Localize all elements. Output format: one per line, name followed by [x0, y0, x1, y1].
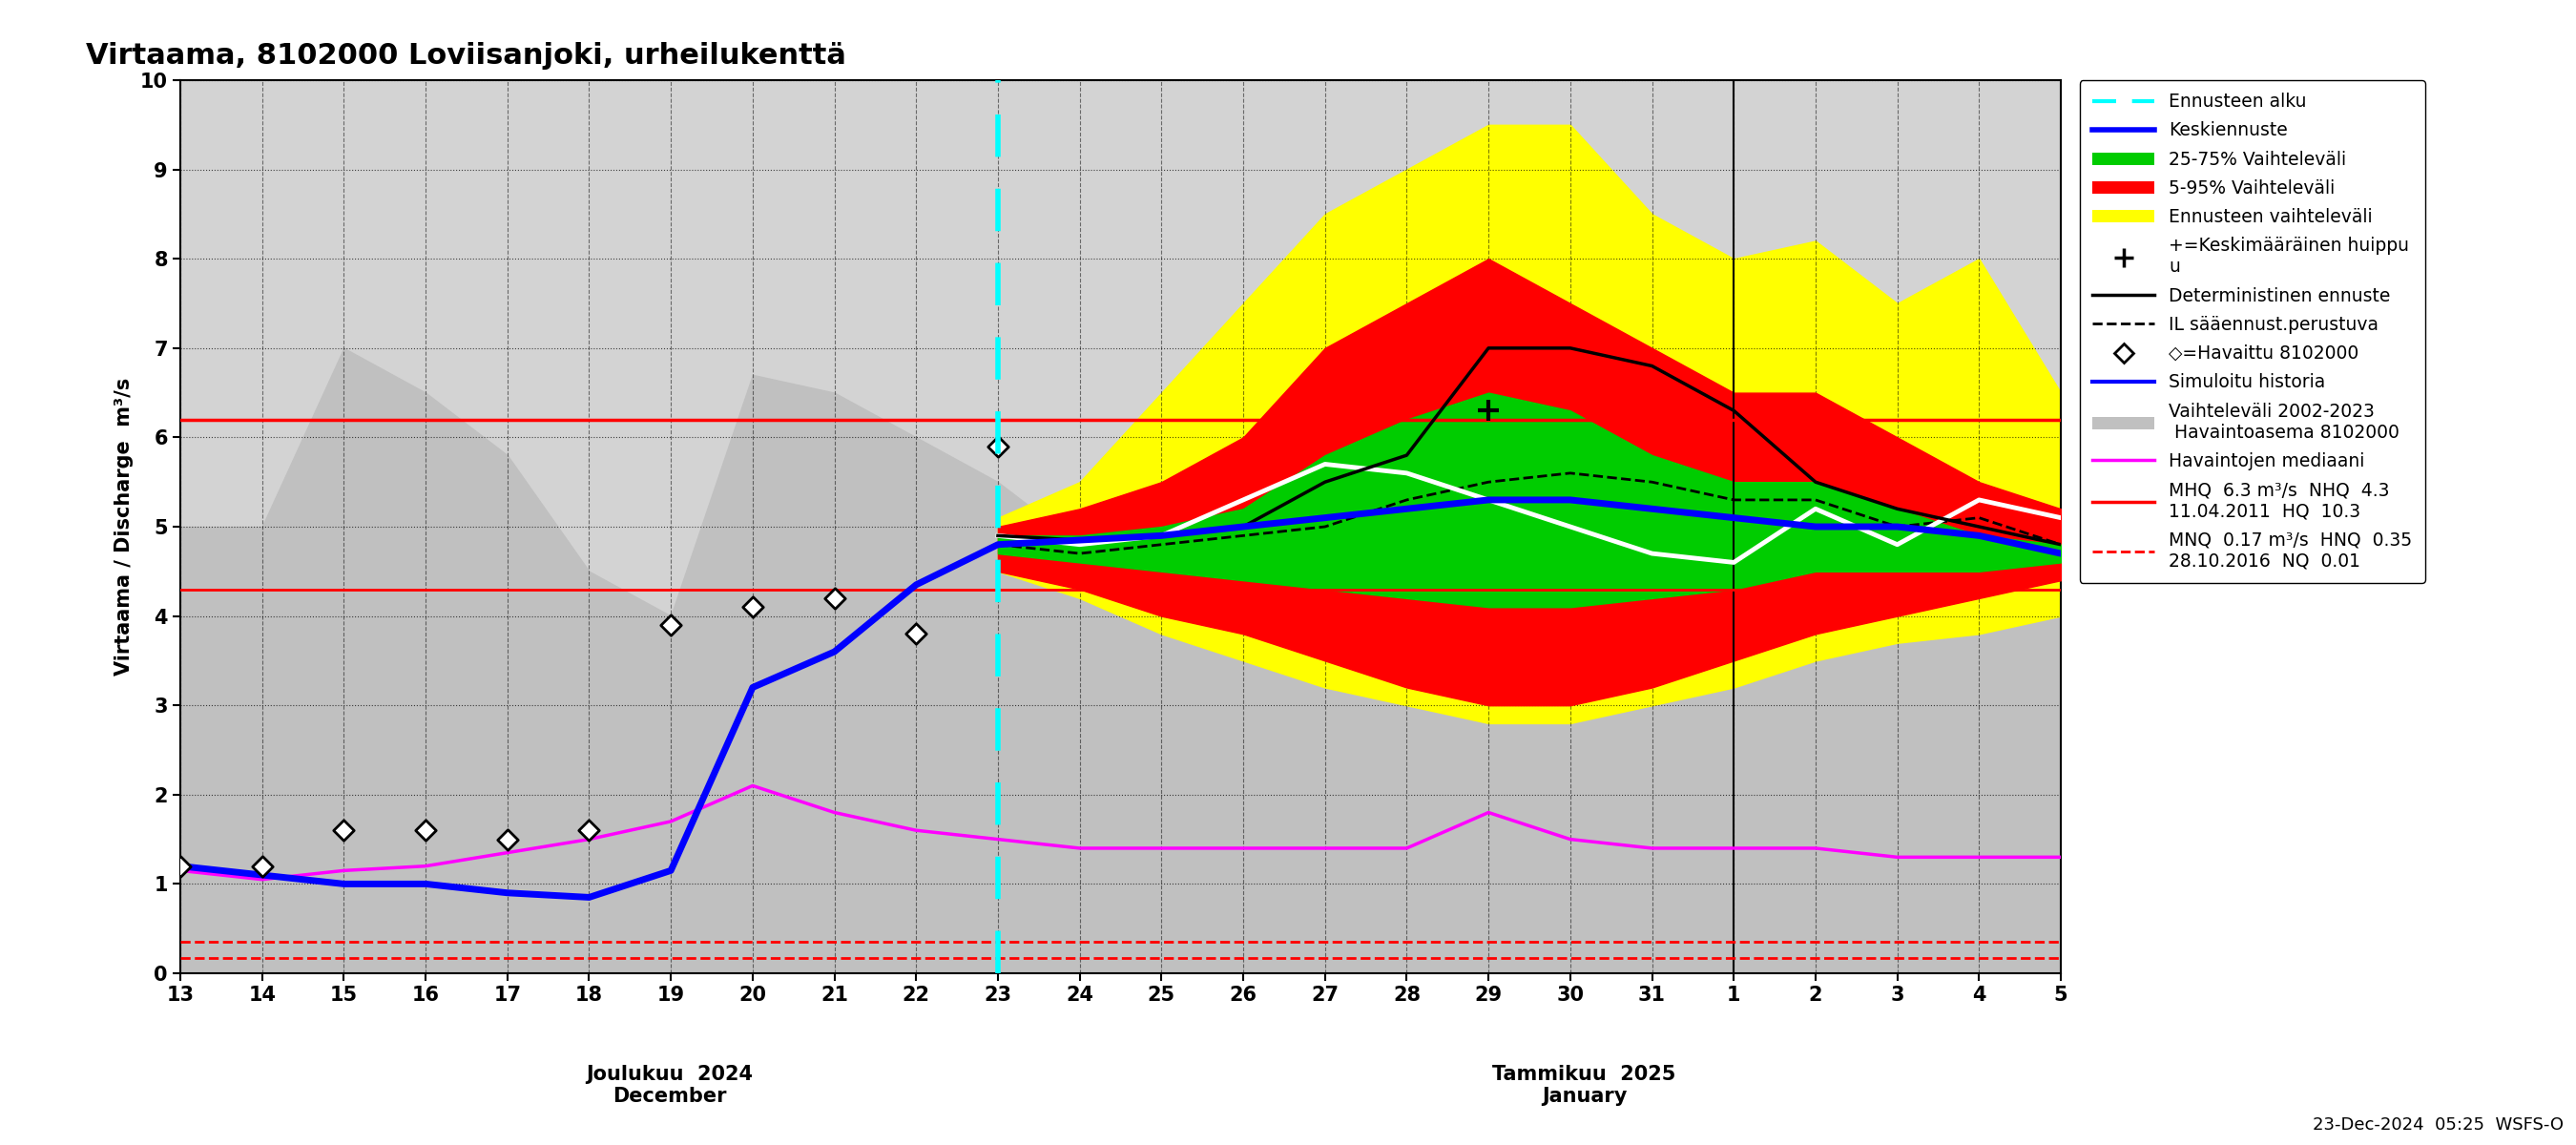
Point: [322, 821, 363, 839]
Point: [404, 821, 446, 839]
Point: [896, 625, 938, 643]
Point: [649, 616, 690, 634]
Point: [814, 589, 855, 607]
Point: [487, 830, 528, 848]
Point: [569, 821, 611, 839]
Text: Tammikuu  2025
January: Tammikuu 2025 January: [1492, 1065, 1677, 1106]
Text: 23-Dec-2024  05:25  WSFS-O: 23-Dec-2024 05:25 WSFS-O: [2313, 1116, 2563, 1134]
Point: [242, 856, 283, 875]
Y-axis label: Virtaama / Discharge  m³/s: Virtaama / Discharge m³/s: [113, 378, 134, 676]
Point: [732, 598, 773, 616]
Text: Joulukuu  2024
December: Joulukuu 2024 December: [587, 1065, 752, 1106]
Point: [160, 856, 201, 875]
Legend: Ennusteen alku, Keskiennuste, 25-75% Vaihteleväli, 5-95% Vaihteleväli, Ennusteen: Ennusteen alku, Keskiennuste, 25-75% Vai…: [2079, 80, 2424, 583]
Point: [976, 437, 1018, 456]
Text: Virtaama, 8102000 Loviisanjoki, urheilukenttä: Virtaama, 8102000 Loviisanjoki, urheiluk…: [88, 42, 848, 70]
